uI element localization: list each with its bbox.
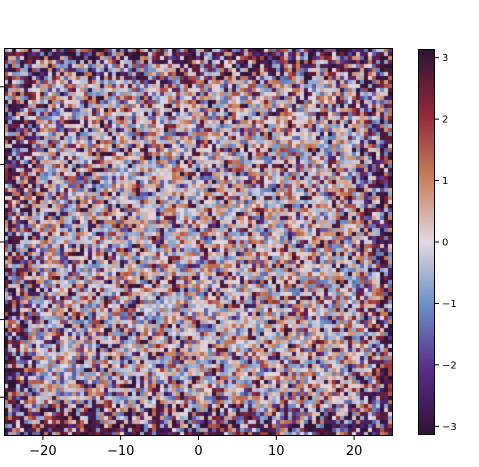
colorbar-tick-label: 2 <box>442 115 448 126</box>
colorbar-gradient <box>418 49 435 435</box>
colorbar-tick-label: 0 <box>442 238 448 249</box>
colorbar-tick-label: 3 <box>442 53 448 64</box>
x-tick-label: −10 <box>107 444 134 459</box>
colorbar-tick-label: 1 <box>442 176 448 187</box>
colorbar-ticks: 3 2 1 0 −1 −2 −3 <box>435 53 457 433</box>
heatmap-image <box>4 48 393 436</box>
x-tick-label: 0 <box>194 444 202 459</box>
x-axis-ticks: −20 −10 0 10 20 <box>29 436 362 459</box>
colorbar-tick-label: −3 <box>442 422 457 433</box>
y-axis-ticks <box>0 86 4 398</box>
colorbar-tick-label: −2 <box>442 360 457 371</box>
colorbar-frame <box>418 49 435 435</box>
x-tick-label: 20 <box>346 444 363 459</box>
plot-frame <box>4 48 393 436</box>
colorbar-tick-label: −1 <box>442 299 457 310</box>
x-tick-label: 10 <box>268 444 285 459</box>
x-tick-label: −20 <box>29 444 56 459</box>
